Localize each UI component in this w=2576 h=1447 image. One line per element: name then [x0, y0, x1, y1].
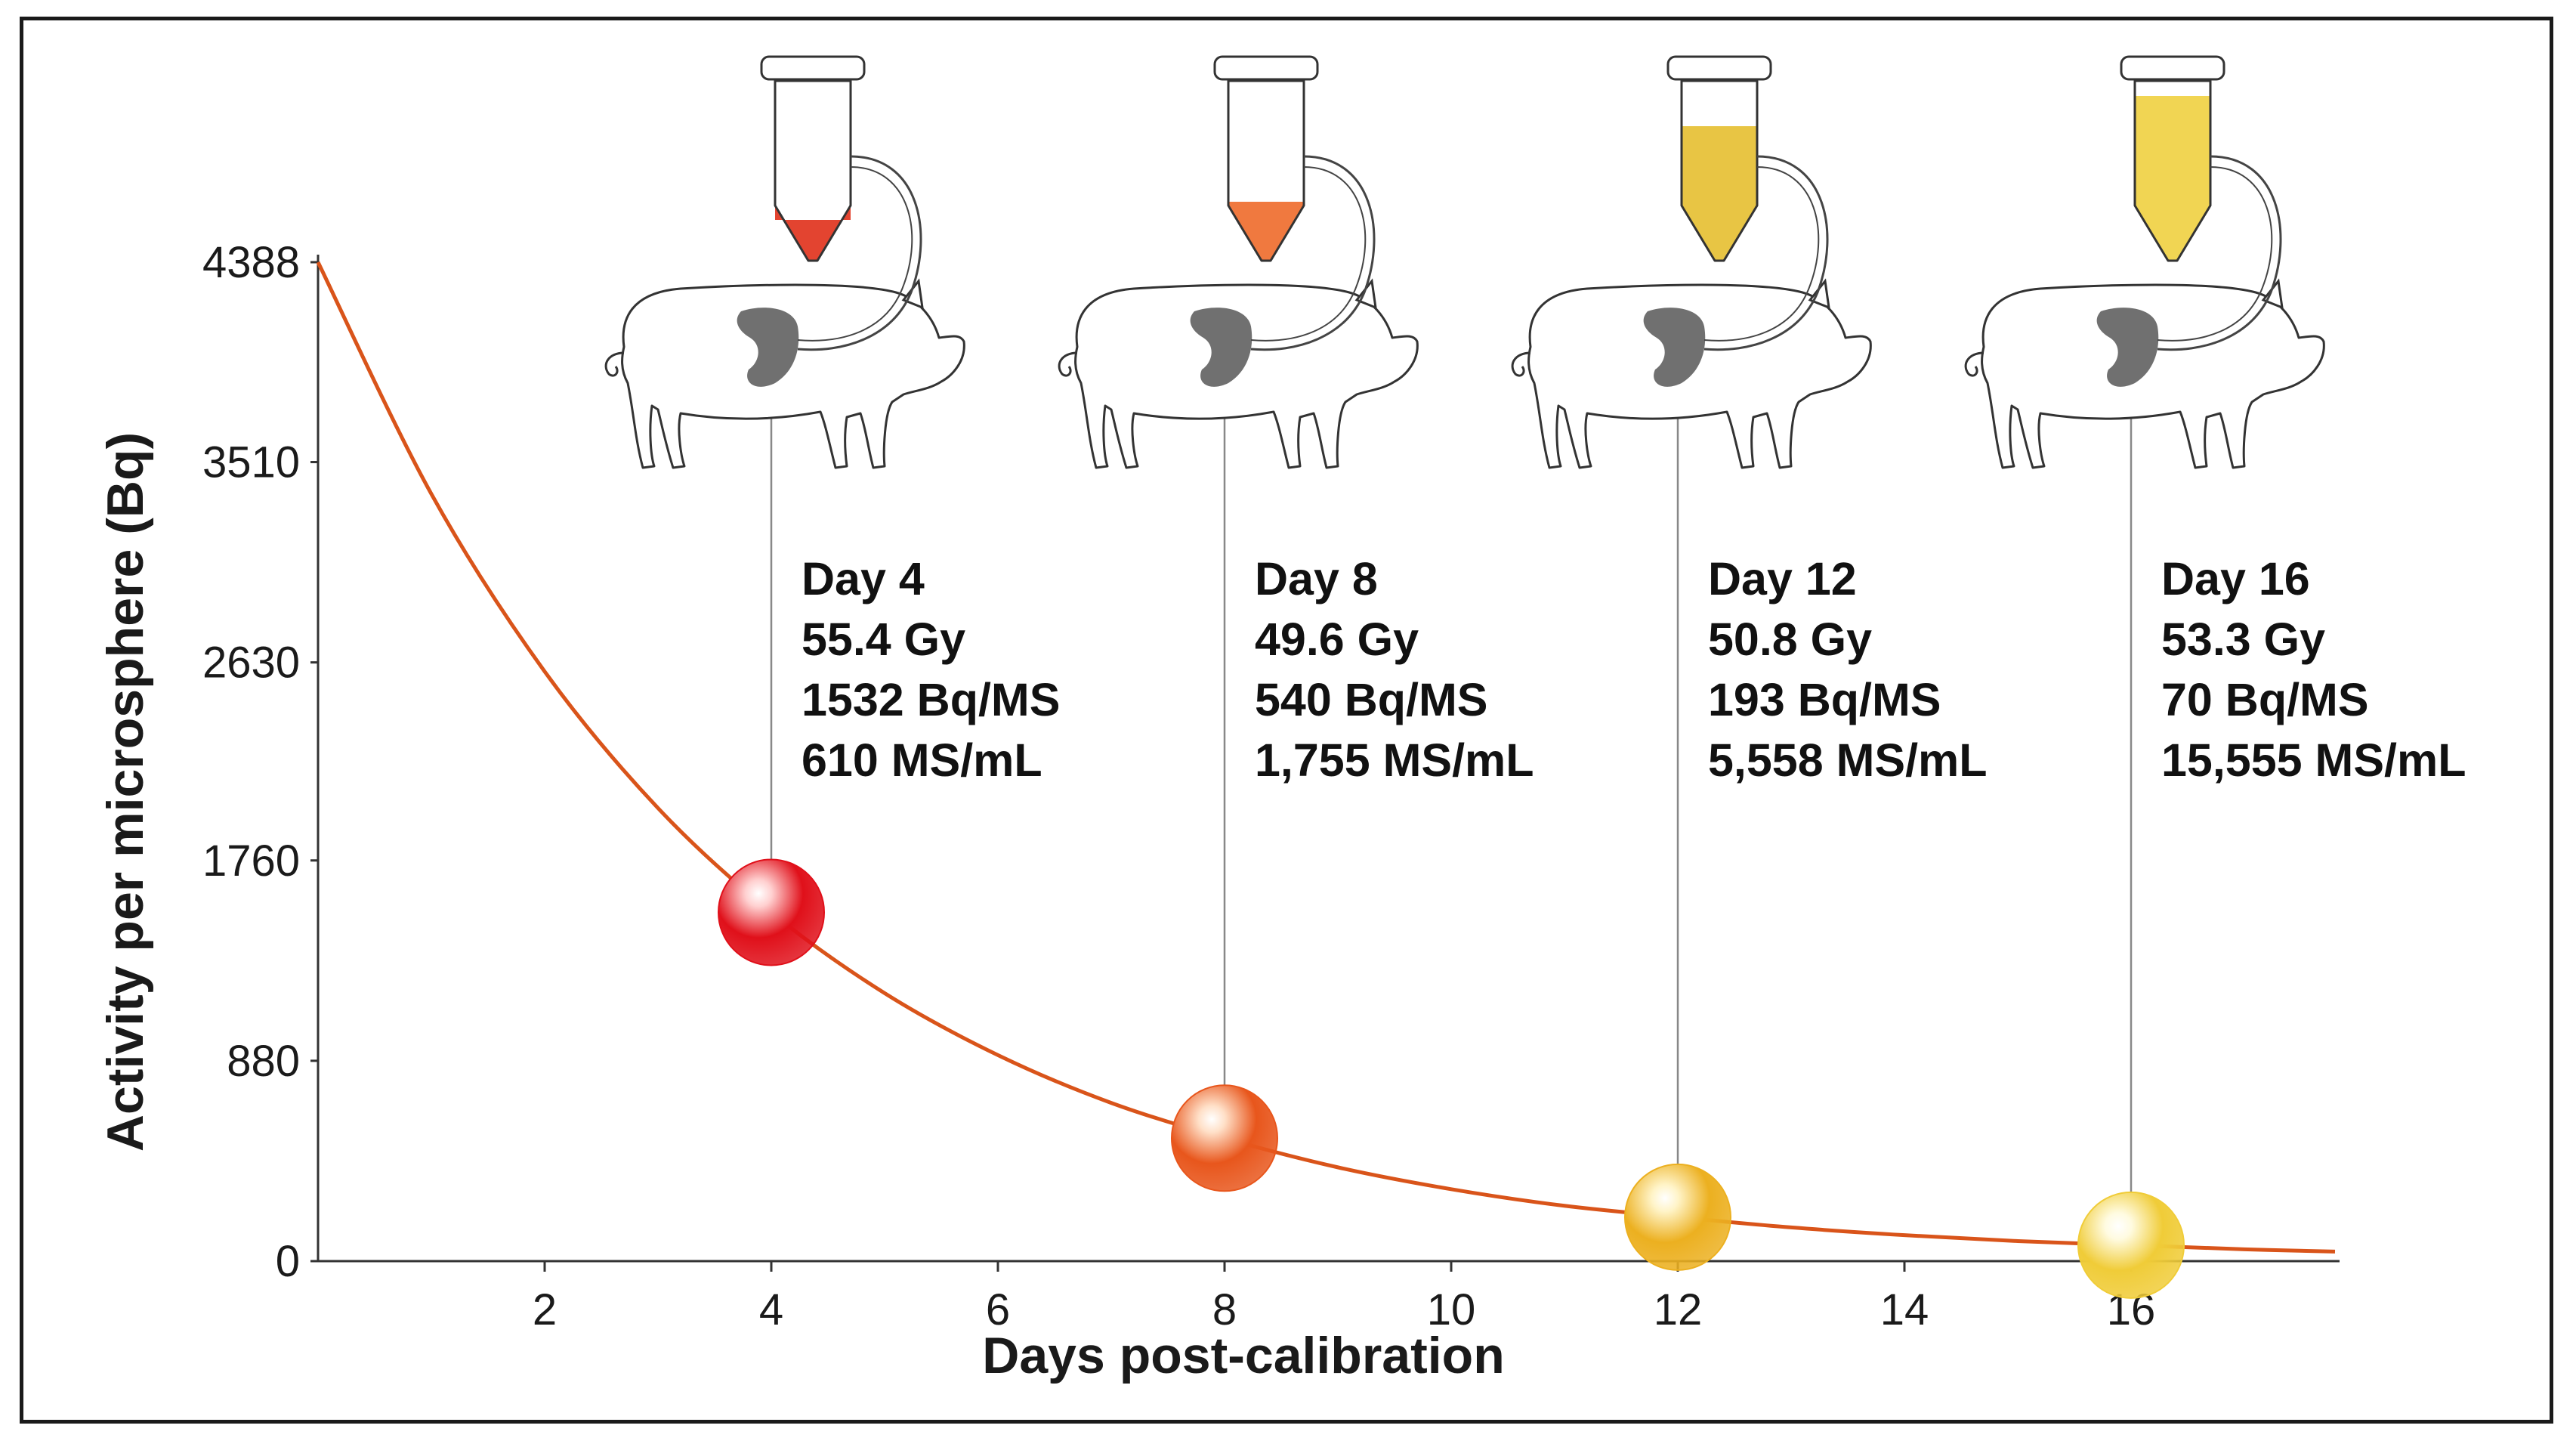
- day-label: Day 12: [1708, 553, 1857, 604]
- data-point: [2077, 1191, 2185, 1299]
- dose-label: 50.8 Gy: [1708, 614, 1872, 665]
- y-tick-label: 1760: [202, 836, 300, 886]
- y-tick-label: 2630: [202, 638, 300, 688]
- vial-tube: [774, 79, 852, 262]
- concentration-label: 5,558 MS/mL: [1708, 734, 1988, 786]
- y-tick-label: 0: [276, 1237, 300, 1286]
- pig-icon: [604, 278, 965, 469]
- pig-kidney: [1643, 308, 1706, 387]
- vial-tube: [2133, 79, 2212, 262]
- vial-icon: [760, 55, 922, 351]
- data-point: [718, 858, 825, 966]
- catheter-tube-inner: [1250, 166, 1367, 342]
- y-tick-label: 3510: [202, 438, 300, 487]
- x-axis-title: Days post-calibration: [982, 1327, 1505, 1384]
- y-axis-ticks: 0 880 1760 2630 3510 4388: [202, 238, 318, 1286]
- pig-kidney: [1190, 308, 1252, 387]
- data-point: [1171, 1084, 1278, 1192]
- vial-contents: [1682, 126, 1757, 261]
- pig-kidney: [737, 308, 799, 387]
- vial-contents: [2135, 96, 2210, 261]
- y-axis-title: Activity per microsphere (Bq): [97, 432, 154, 1152]
- pig-body: [621, 283, 965, 469]
- concentration-label: 610 MS/mL: [802, 734, 1042, 786]
- pig-tail: [604, 351, 625, 377]
- pig-illustrations: [604, 55, 2325, 469]
- catheter-tube: [2157, 155, 2282, 351]
- day-info-labels: Day 4 55.4 Gy 1532 Bq/MS 610 MS/mL Day 8 49.6…: [802, 553, 2466, 786]
- catheter-tube: [797, 155, 922, 351]
- vial-cap: [760, 55, 866, 81]
- vial-contents: [775, 206, 851, 261]
- pig-tail: [1511, 351, 1531, 377]
- x-tick-label: 10: [1427, 1285, 1476, 1334]
- activity-label: 70 Bq/MS: [2161, 674, 2369, 725]
- pig-body: [1074, 283, 1419, 469]
- concentration-label: 15,555 MS/mL: [2161, 734, 2466, 786]
- x-axis-ticks: 2 4 6 8 10 12 14 16: [533, 1261, 2155, 1334]
- day-guide-lines: [770, 376, 2133, 1245]
- activity-label: 193 Bq/MS: [1708, 674, 1941, 725]
- y-tick-label: 880: [227, 1037, 300, 1086]
- pig-tail: [1058, 351, 1078, 377]
- day-label: Day 4: [802, 553, 925, 604]
- dose-label: 49.6 Gy: [1255, 614, 1419, 665]
- x-tick-label: 2: [533, 1285, 557, 1334]
- catheter-tube: [1703, 155, 1829, 351]
- vial-tube: [1680, 79, 1759, 262]
- vial-cap: [1666, 55, 1772, 81]
- catheter-tube-inner: [1703, 166, 1820, 342]
- vial-contents: [1228, 202, 1304, 261]
- activity-label: 540 Bq/MS: [1255, 674, 1488, 725]
- x-tick-label: 4: [759, 1285, 783, 1334]
- dose-label: 55.4 Gy: [802, 614, 965, 665]
- pig-icon: [1058, 278, 1419, 469]
- x-tick-label: 12: [1654, 1285, 1703, 1334]
- day-label: Day 8: [1255, 553, 1378, 604]
- data-points: [718, 858, 2185, 1299]
- vial-cap: [1213, 55, 1319, 81]
- vial-icon: [1213, 55, 1376, 351]
- pig-icon: [1964, 278, 2325, 469]
- activity-label: 1532 Bq/MS: [802, 674, 1060, 725]
- vial-icon: [1666, 55, 1829, 351]
- vial-cap: [2120, 55, 2225, 81]
- data-point: [1624, 1163, 1731, 1271]
- concentration-label: 1,755 MS/mL: [1255, 734, 1534, 786]
- vial-tube: [1227, 79, 1305, 262]
- pig-kidney: [2096, 308, 2159, 387]
- dose-label: 53.3 Gy: [2161, 614, 2325, 665]
- pig-body: [1981, 283, 2325, 469]
- catheter-tube-inner: [2157, 166, 2273, 342]
- x-tick-label: 8: [1212, 1285, 1237, 1334]
- catheter-tube-inner: [797, 166, 913, 342]
- pig-icon: [1511, 278, 1872, 469]
- catheter-tube: [1250, 155, 1376, 351]
- day-label: Day 16: [2161, 553, 2310, 604]
- x-tick-label: 14: [1880, 1285, 1929, 1334]
- x-tick-label: 6: [986, 1285, 1010, 1334]
- pig-tail: [1964, 351, 1985, 377]
- y-tick-label: 4388: [202, 238, 300, 287]
- pig-body: [1527, 283, 1872, 469]
- axes: [317, 255, 2340, 1263]
- vial-icon: [2120, 55, 2282, 351]
